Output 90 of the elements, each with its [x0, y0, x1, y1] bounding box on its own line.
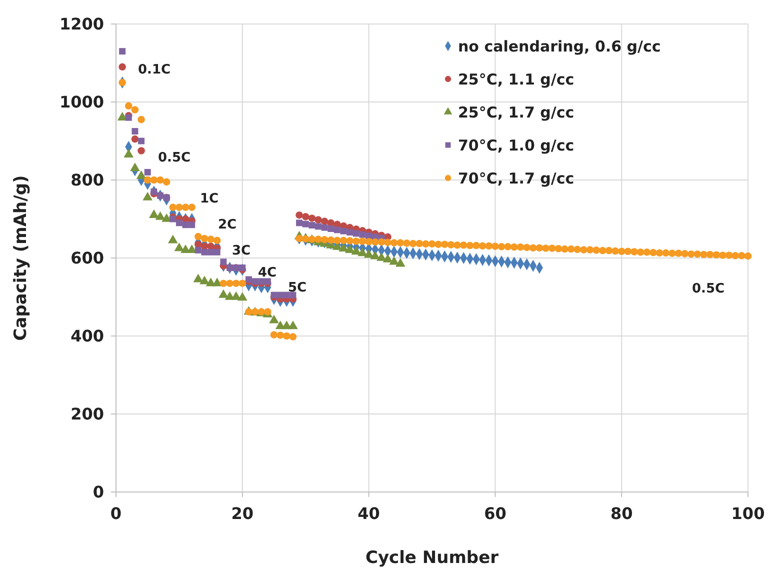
point: [308, 214, 316, 222]
point: [382, 254, 393, 262]
legend-label: 70°C, 1.7 g/cc: [458, 169, 574, 188]
y-tick-label: 800: [70, 170, 104, 190]
point: [182, 222, 189, 228]
point: [118, 63, 126, 71]
point: [277, 292, 284, 298]
point: [395, 258, 406, 267]
point: [269, 314, 279, 324]
point: [138, 147, 145, 154]
x-tick-label: 0: [110, 504, 122, 523]
annotation: 2C: [218, 218, 237, 233]
point: [194, 246, 202, 254]
x-axis-title: Cycle Number: [365, 548, 500, 568]
point: [370, 250, 380, 260]
point: [366, 232, 372, 240]
y-tick-label: 0: [92, 482, 104, 502]
point: [340, 228, 347, 234]
point: [131, 135, 139, 143]
x-tick-label: 40: [358, 504, 380, 523]
point: [168, 234, 178, 244]
point: [237, 292, 248, 301]
point: [296, 211, 303, 219]
point: [328, 226, 334, 232]
point: [346, 229, 354, 236]
point: [302, 213, 310, 220]
legend-label: 25°C, 1.1 g/cc: [458, 70, 574, 88]
point: [344, 244, 355, 254]
point: [148, 209, 159, 218]
x-tick-label: 20: [231, 504, 254, 523]
point: [270, 292, 278, 298]
legend-label: no calendaring, 0.6 g/cc: [458, 37, 661, 56]
x-tick-label: 80: [610, 504, 633, 523]
point: [315, 223, 322, 230]
legend-label: 70°C, 1.0 g/cc: [458, 136, 574, 154]
point: [201, 248, 208, 256]
y-axis-title: Capacity (mAh/g): [11, 175, 31, 341]
annotation: 5C: [288, 280, 307, 296]
point: [150, 188, 158, 195]
point: [155, 211, 166, 220]
y-tick-label: 1200: [59, 14, 104, 34]
y-tick-label: 1000: [59, 92, 104, 112]
point: [283, 292, 290, 298]
y-tick-label: 400: [70, 326, 104, 346]
point: [308, 222, 316, 228]
point: [314, 216, 322, 224]
point: [220, 258, 227, 266]
x-tick-label: 100: [731, 504, 765, 523]
annotation: 0.5C: [158, 150, 191, 166]
point: [359, 231, 366, 238]
point: [200, 276, 210, 284]
point: [188, 222, 196, 228]
y-tick-label: 600: [70, 248, 104, 268]
point: [138, 138, 145, 144]
point: [144, 168, 151, 176]
annotation: 1C: [200, 192, 219, 207]
point: [245, 276, 252, 283]
point: [142, 192, 153, 200]
point: [176, 220, 182, 226]
point: [321, 224, 328, 231]
point: [136, 170, 146, 179]
point: [132, 128, 138, 134]
point: [119, 48, 126, 55]
annotation: 0.1C: [138, 62, 171, 78]
point: [239, 264, 246, 271]
point: [320, 218, 328, 225]
y-tick-label: 200: [70, 404, 104, 424]
point: [290, 292, 296, 298]
legend-label: 25°C, 1.7 g/cc: [458, 103, 574, 122]
point: [288, 320, 298, 330]
point: [376, 252, 386, 261]
point: [130, 162, 140, 172]
point: [218, 289, 228, 298]
point: [296, 220, 303, 226]
annotation: 4C: [258, 266, 277, 281]
point: [302, 220, 309, 228]
point: [334, 226, 340, 234]
annotation: 3C: [232, 244, 251, 259]
point: [208, 248, 214, 256]
point: [174, 242, 184, 252]
point: [352, 230, 360, 237]
annotation: 0.5C: [692, 282, 725, 297]
point: [170, 216, 176, 222]
point: [338, 242, 348, 252]
point: [351, 246, 362, 255]
x-tick-label: 60: [484, 504, 506, 523]
point: [193, 274, 204, 282]
point: [358, 248, 368, 256]
point: [214, 248, 220, 256]
point: [162, 213, 172, 222]
